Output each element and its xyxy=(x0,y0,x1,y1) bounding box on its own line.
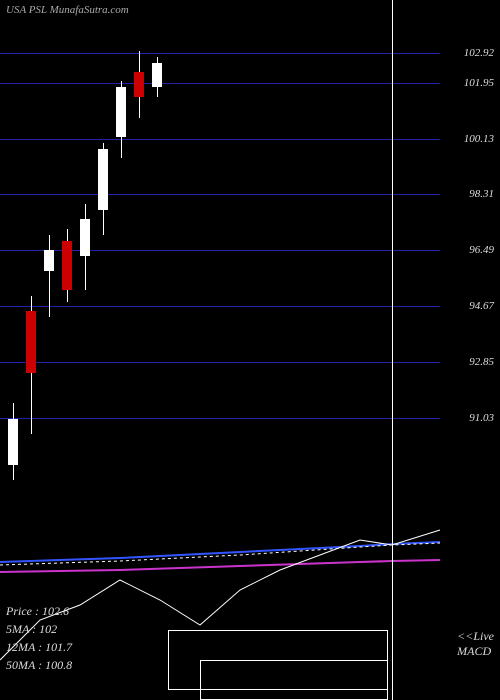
y-axis-label: 92.85 xyxy=(469,356,494,368)
y-axis-label: 101.95 xyxy=(464,77,494,89)
candle-body xyxy=(152,63,162,88)
candle-wick xyxy=(49,235,50,318)
y-axis-label: 98.31 xyxy=(469,188,494,200)
y-axis-label: 96.49 xyxy=(469,244,494,256)
info-value: 101.7 xyxy=(45,640,72,654)
info-row: 5MA : 102 xyxy=(6,620,72,638)
candle-body xyxy=(116,87,126,136)
info-sep: : xyxy=(32,604,42,618)
gridline xyxy=(0,139,440,140)
candle-body xyxy=(8,419,18,465)
info-box: Price : 102.65MA : 10212MA : 101.750MA :… xyxy=(6,602,72,674)
y-axis-label: 100.13 xyxy=(464,133,494,145)
info-sep: : xyxy=(29,622,39,636)
info-row: 12MA : 101.7 xyxy=(6,638,72,656)
info-label: 50MA xyxy=(6,658,35,672)
chart-root: USA PSL MunafaSutra.com Price : 102.65MA… xyxy=(0,0,500,700)
candle-body xyxy=(44,250,54,271)
info-row: Price : 102.6 xyxy=(6,602,72,620)
chart-title: USA PSL MunafaSutra.com xyxy=(6,4,129,16)
live-label: <<Live xyxy=(457,629,494,645)
info-value: 100.8 xyxy=(45,658,72,672)
candle-body xyxy=(98,149,108,210)
y-axis-label: 94.67 xyxy=(469,300,494,312)
gridline xyxy=(0,306,440,307)
candle-body xyxy=(26,311,36,372)
candle-body xyxy=(134,72,144,97)
info-label: 5MA xyxy=(6,622,29,636)
gridline xyxy=(0,53,440,54)
info-label: Price xyxy=(6,604,32,618)
gridline xyxy=(0,362,440,363)
info-value: 102.6 xyxy=(42,604,69,618)
info-value: 102 xyxy=(39,622,57,636)
indicator-name: MACD xyxy=(457,644,494,660)
gridline xyxy=(0,194,440,195)
gridline xyxy=(0,83,440,84)
candle-body xyxy=(62,241,72,290)
info-row: 50MA : 100.8 xyxy=(6,656,72,674)
candle-body xyxy=(80,219,90,256)
histogram-box xyxy=(200,660,388,700)
y-axis-label: 91.03 xyxy=(469,412,494,424)
macd-label: <<Live MACD xyxy=(457,629,494,660)
y-axis-label: 102.92 xyxy=(464,47,494,59)
gridline xyxy=(0,418,440,419)
crosshair-vertical xyxy=(392,0,393,700)
info-label: 12MA xyxy=(6,640,35,654)
info-sep: : xyxy=(35,658,45,672)
info-sep: : xyxy=(35,640,45,654)
